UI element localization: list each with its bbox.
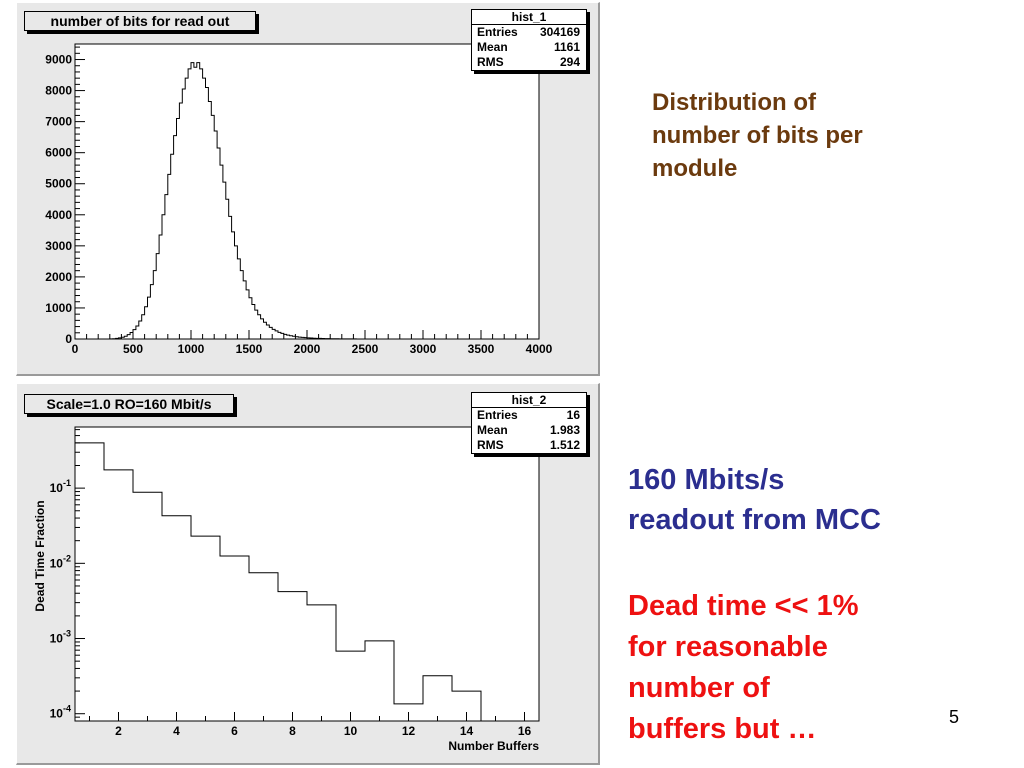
y-tick-label-1: 8000	[45, 84, 72, 98]
x-tick-label-2: 4	[173, 724, 180, 738]
stats-value: 16	[566, 408, 580, 422]
stats-row-mean: Mean 1.983	[472, 423, 586, 438]
chart2-title: Scale=1.0 RO=160 Mbit/s	[24, 394, 234, 414]
y-tick-base: 10	[50, 481, 64, 495]
x-tick-label-1: 1500	[236, 342, 263, 356]
y-tick-label-1: 3000	[45, 239, 72, 253]
stats-label: RMS	[477, 438, 504, 452]
stats-row-entries: Entries 16	[472, 408, 586, 423]
stats-box-2: hist_2 Entries 16 Mean 1.983 RMS 1.512	[471, 392, 587, 454]
caption-line: readout from MCC	[628, 504, 881, 536]
stats-label: RMS	[477, 55, 504, 69]
caption-line: Dead time << 1%	[628, 590, 859, 622]
x-tick-label-1: 4000	[526, 342, 553, 356]
stats-name: hist_2	[472, 393, 586, 408]
caption-line: Distribution of	[652, 89, 816, 116]
stats-label: Entries	[477, 25, 518, 39]
x-axis-title-2: Number Buffers	[448, 739, 539, 753]
x-tick-label-2: 8	[289, 724, 296, 738]
stats-label: Mean	[477, 423, 508, 437]
y-tick-base: 10	[50, 632, 64, 646]
stats-name: hist_1	[472, 10, 586, 25]
x-tick-label-1: 2500	[352, 342, 379, 356]
y-tick-label-1: 1000	[45, 301, 72, 315]
x-tick-label-1: 1000	[178, 342, 205, 356]
y-tick-label-1: 0	[65, 332, 72, 346]
y-tick-exponent: -3	[63, 629, 71, 639]
x-tick-label-1: 2000	[294, 342, 321, 356]
x-tick-label-2: 2	[115, 724, 122, 738]
caption-line: module	[652, 155, 738, 182]
y-tick-label-2: 10-4	[50, 704, 71, 721]
y-tick-exponent: -2	[63, 553, 71, 563]
distribution-caption: Distribution of number of bits per modul…	[652, 86, 863, 185]
x-tick-label-2: 6	[231, 724, 238, 738]
plot-area-1	[74, 43, 540, 340]
caption-line: number of bits per	[652, 122, 863, 149]
deadtime-caption: Dead time << 1% for reasonable number of…	[628, 586, 859, 750]
stats-row-rms: RMS 1.512	[472, 438, 586, 453]
readout-caption: 160 Mbits/s readout from MCC	[628, 460, 881, 540]
stats-value: 304169	[539, 25, 580, 39]
y-tick-label-1: 5000	[45, 177, 72, 191]
stats-row-rms: RMS 294	[472, 55, 586, 70]
y-tick-label-2: 10-2	[50, 553, 71, 570]
stats-box-1: hist_1 Entries 304169 Mean 1161 RMS 294	[471, 9, 587, 71]
y-tick-base: 10	[50, 707, 64, 721]
histogram-series-2	[75, 442, 539, 722]
stats-value: 1161	[553, 40, 580, 54]
stats-label: Mean	[477, 40, 508, 54]
caption-line: for reasonable	[628, 631, 828, 663]
y-axis-title-2: Dead Time Fraction	[33, 500, 47, 611]
x-tick-label-2: 14	[460, 724, 474, 738]
x-tick-label-1: 500	[123, 342, 143, 356]
stats-value: 1.512	[549, 438, 580, 452]
stats-label: Entries	[477, 408, 518, 422]
x-tick-label-2: 16	[518, 724, 532, 738]
caption-line: 160 Mbits/s	[628, 464, 785, 496]
y-tick-label-1: 6000	[45, 146, 72, 160]
y-tick-label-1: 2000	[45, 270, 72, 284]
plot-area-2	[74, 426, 540, 722]
y-tick-label-1: 9000	[45, 53, 72, 67]
stats-row-mean: Mean 1161	[472, 40, 586, 55]
y-tick-label-2: 10-1	[50, 478, 71, 495]
x-tick-label-2: 10	[344, 724, 358, 738]
caption-line: buffers but …	[628, 713, 817, 745]
stats-value: 294	[559, 55, 580, 69]
stats-value: 1.983	[549, 423, 580, 437]
x-tick-label-1: 3000	[410, 342, 437, 356]
y-tick-label-1: 4000	[45, 208, 72, 222]
histogram-series-1	[109, 62, 400, 340]
y-tick-label-2: 10-3	[50, 629, 71, 646]
x-tick-label-1: 3500	[468, 342, 495, 356]
stats-row-entries: Entries 304169	[472, 25, 586, 40]
caption-line: number of	[628, 672, 770, 704]
y-tick-exponent: -4	[63, 704, 71, 714]
chart1-title: number of bits for read out	[24, 11, 256, 31]
y-tick-exponent: -1	[63, 478, 71, 488]
y-tick-label-1: 7000	[45, 115, 72, 129]
page-number: 5	[949, 707, 960, 727]
y-tick-base: 10	[50, 556, 64, 570]
x-tick-label-2: 12	[402, 724, 416, 738]
x-tick-label-1: 0	[72, 342, 79, 356]
